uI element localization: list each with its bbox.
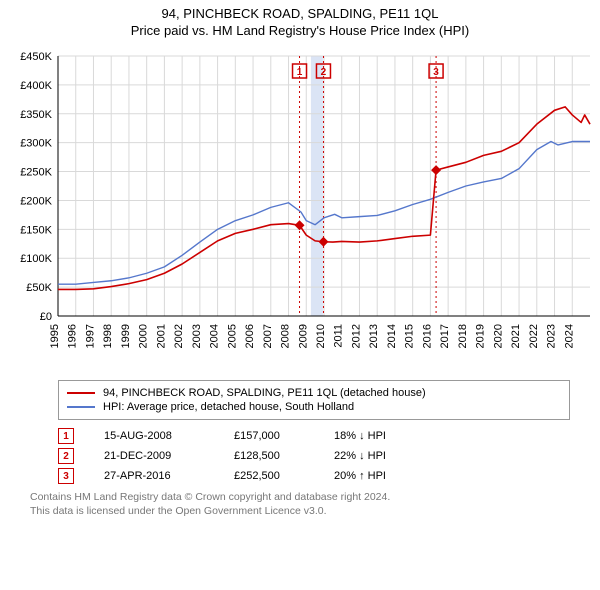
attribution-line-2: This data is licensed under the Open Gov… (30, 504, 570, 518)
svg-text:2004: 2004 (209, 324, 221, 348)
svg-text:2011: 2011 (333, 324, 345, 348)
sale-diff: 22% ↓ HPI (334, 450, 414, 462)
svg-text:2002: 2002 (173, 324, 185, 348)
svg-text:£50K: £50K (26, 282, 52, 294)
svg-text:1996: 1996 (67, 324, 79, 348)
svg-text:2018: 2018 (457, 324, 469, 348)
svg-text:1995: 1995 (49, 324, 61, 348)
svg-text:2007: 2007 (262, 324, 274, 348)
svg-text:2005: 2005 (226, 324, 238, 348)
chart-subtitle: Price paid vs. HM Land Registry's House … (0, 23, 600, 38)
svg-text:£150K: £150K (20, 224, 52, 236)
svg-text:£300K: £300K (20, 138, 52, 150)
legend-swatch-1 (67, 392, 95, 394)
svg-text:1999: 1999 (120, 324, 132, 348)
sales-table: 1 15-AUG-2008 £157,000 18% ↓ HPI 2 21-DE… (58, 428, 570, 484)
price-chart: £0 £50K £100K £150K £200K £250K £300K £350K £400… (0, 46, 600, 376)
sale-price: £157,000 (234, 430, 304, 442)
svg-text:2015: 2015 (404, 324, 416, 348)
sale-diff: 18% ↓ HPI (334, 430, 414, 442)
svg-text:3: 3 (433, 67, 439, 78)
sale-marker-3: 3 (58, 468, 74, 484)
legend-swatch-2 (67, 406, 95, 408)
svg-text:£0: £0 (40, 311, 52, 323)
svg-text:2022: 2022 (528, 324, 540, 348)
svg-text:2009: 2009 (297, 324, 309, 348)
svg-text:1: 1 (297, 67, 303, 78)
legend-label-2: HPI: Average price, detached house, Sout… (103, 401, 354, 413)
svg-text:2010: 2010 (315, 324, 327, 348)
sale-price: £128,500 (234, 450, 304, 462)
svg-text:2017: 2017 (439, 324, 451, 348)
svg-text:£200K: £200K (20, 195, 52, 207)
svg-text:£350K: £350K (20, 109, 52, 121)
sale-date: 15-AUG-2008 (104, 430, 204, 442)
attribution-line-1: Contains HM Land Registry data © Crown c… (30, 490, 570, 504)
svg-text:2013: 2013 (368, 324, 380, 348)
chart-title: 94, PINCHBECK ROAD, SPALDING, PE11 1QL (0, 6, 600, 21)
sale-marker-2: 2 (58, 448, 74, 464)
legend-label-1: 94, PINCHBECK ROAD, SPALDING, PE11 1QL (… (103, 387, 426, 399)
svg-text:1998: 1998 (102, 324, 114, 348)
svg-text:2001: 2001 (155, 324, 167, 348)
legend-row: 94, PINCHBECK ROAD, SPALDING, PE11 1QL (… (67, 387, 561, 399)
legend: 94, PINCHBECK ROAD, SPALDING, PE11 1QL (… (58, 380, 570, 420)
sale-diff: 20% ↑ HPI (334, 470, 414, 482)
svg-text:£100K: £100K (20, 253, 52, 265)
svg-text:2003: 2003 (191, 324, 203, 348)
svg-text:1997: 1997 (84, 324, 96, 348)
legend-row: HPI: Average price, detached house, Sout… (67, 401, 561, 413)
svg-text:£400K: £400K (20, 80, 52, 92)
svg-text:£450K: £450K (20, 51, 52, 63)
sale-marker-1: 1 (58, 428, 74, 444)
svg-text:2014: 2014 (386, 324, 398, 348)
table-row: 2 21-DEC-2009 £128,500 22% ↓ HPI (58, 448, 570, 464)
svg-text:2016: 2016 (421, 324, 433, 348)
svg-text:2024: 2024 (563, 324, 575, 348)
svg-text:2023: 2023 (546, 324, 558, 348)
table-row: 3 27-APR-2016 £252,500 20% ↑ HPI (58, 468, 570, 484)
svg-text:2021: 2021 (510, 324, 522, 348)
svg-text:2012: 2012 (350, 324, 362, 348)
svg-text:2006: 2006 (244, 324, 256, 348)
svg-text:2008: 2008 (280, 324, 292, 348)
svg-text:2020: 2020 (492, 324, 504, 348)
svg-text:2000: 2000 (138, 324, 150, 348)
svg-text:2019: 2019 (475, 324, 487, 348)
sale-date: 21-DEC-2009 (104, 450, 204, 462)
sale-date: 27-APR-2016 (104, 470, 204, 482)
svg-text:£250K: £250K (20, 167, 52, 179)
sale-price: £252,500 (234, 470, 304, 482)
table-row: 1 15-AUG-2008 £157,000 18% ↓ HPI (58, 428, 570, 444)
attribution: Contains HM Land Registry data © Crown c… (30, 490, 570, 518)
svg-text:2: 2 (321, 67, 327, 78)
